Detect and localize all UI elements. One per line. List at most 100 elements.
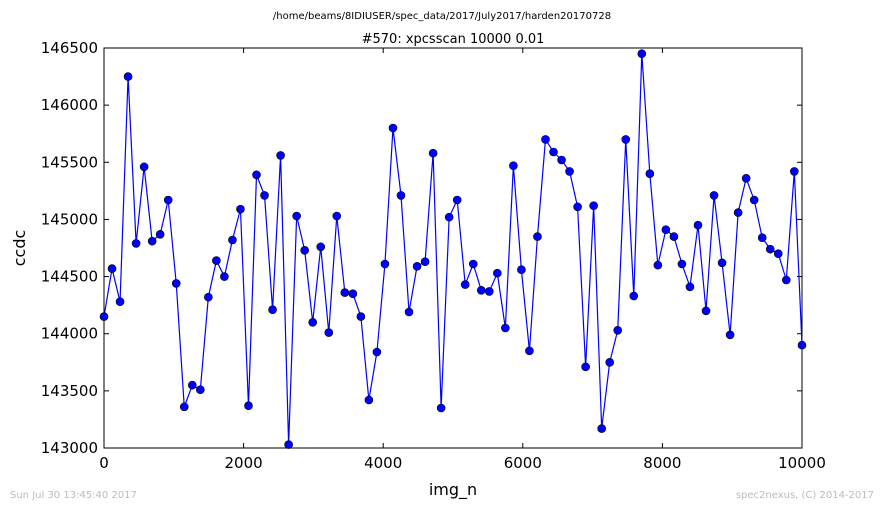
data-point bbox=[308, 317, 318, 327]
x-tick-label: 6000 bbox=[504, 454, 542, 472]
chart-title: #570: xpcsscan 10000 0.01 bbox=[362, 32, 545, 47]
data-point bbox=[340, 288, 350, 297]
data-point bbox=[404, 307, 414, 317]
data-point bbox=[380, 259, 390, 269]
data-point bbox=[163, 195, 173, 205]
x-axis: 0 2000 4000 6000 8000 10000 bbox=[99, 48, 826, 472]
data-point bbox=[348, 289, 358, 299]
data-point bbox=[388, 123, 398, 133]
data-point bbox=[621, 135, 631, 144]
data-point bbox=[212, 256, 221, 265]
data-point bbox=[220, 272, 229, 281]
data-point bbox=[324, 328, 334, 337]
data-point bbox=[669, 232, 679, 241]
data-point bbox=[629, 291, 639, 301]
data-point bbox=[372, 347, 382, 357]
y-tick-label: 146500 bbox=[41, 39, 98, 57]
data-point bbox=[693, 220, 703, 230]
data-point bbox=[244, 401, 253, 411]
data-point bbox=[677, 259, 687, 269]
data-point bbox=[501, 323, 510, 333]
data-point bbox=[717, 258, 727, 268]
y-tick-label: 143500 bbox=[41, 382, 98, 400]
data-point bbox=[428, 148, 438, 158]
data-point bbox=[412, 261, 422, 271]
data-point bbox=[204, 292, 213, 302]
data-point bbox=[316, 242, 326, 252]
y-tick-label: 144500 bbox=[41, 268, 98, 286]
data-point bbox=[260, 191, 269, 200]
data-point bbox=[645, 169, 655, 179]
data-point bbox=[685, 282, 695, 292]
data-point bbox=[533, 232, 542, 241]
series-line-group bbox=[99, 49, 807, 449]
data-point bbox=[268, 305, 277, 315]
data-point bbox=[99, 312, 109, 321]
data-point bbox=[476, 285, 486, 295]
series-line bbox=[103, 53, 803, 445]
y-tick-label: 144000 bbox=[41, 325, 98, 343]
data-point bbox=[147, 236, 157, 246]
y-tick-label: 146000 bbox=[41, 96, 98, 114]
data-point bbox=[565, 167, 574, 176]
y-tick-label: 145000 bbox=[41, 210, 98, 228]
data-point bbox=[549, 147, 558, 157]
data-point bbox=[765, 244, 775, 254]
x-tick-label: 2000 bbox=[225, 454, 263, 472]
data-point bbox=[139, 162, 149, 172]
data-point bbox=[356, 312, 366, 321]
file-path-suptitle: /home/beams/8IDIUSER/spec_data/2017/July… bbox=[273, 11, 611, 22]
data-point bbox=[541, 135, 550, 144]
data-point bbox=[228, 235, 237, 245]
footer-credit: spec2nexus, (C) 2014-2017 bbox=[736, 490, 874, 501]
x-tick-label: 10000 bbox=[778, 454, 826, 472]
data-point bbox=[444, 212, 454, 222]
data-point bbox=[749, 195, 759, 205]
data-point bbox=[797, 340, 807, 350]
data-point bbox=[468, 259, 478, 269]
data-point bbox=[581, 362, 590, 372]
data-point bbox=[781, 275, 791, 285]
data-point bbox=[332, 211, 342, 221]
data-point bbox=[701, 306, 711, 316]
data-point bbox=[709, 191, 719, 200]
data-point bbox=[573, 202, 582, 212]
data-point bbox=[773, 249, 783, 259]
data-point bbox=[171, 279, 181, 288]
data-point bbox=[653, 260, 663, 270]
y-tick-label: 143000 bbox=[41, 439, 98, 457]
data-point bbox=[733, 208, 743, 217]
data-point bbox=[300, 245, 309, 255]
data-point bbox=[460, 280, 470, 289]
data-point bbox=[741, 173, 751, 183]
y-tick-label: 145500 bbox=[41, 153, 98, 171]
data-point bbox=[525, 346, 534, 356]
data-point bbox=[364, 395, 374, 405]
data-point bbox=[196, 385, 205, 395]
data-point bbox=[517, 265, 526, 275]
data-point bbox=[276, 151, 285, 160]
data-point bbox=[613, 325, 623, 335]
x-axis-label: img_n bbox=[429, 480, 477, 500]
data-point bbox=[252, 170, 261, 180]
data-point bbox=[187, 380, 197, 390]
data-point bbox=[115, 297, 125, 307]
x-tick-label: 0 bbox=[99, 454, 109, 472]
data-point bbox=[790, 167, 799, 176]
data-point bbox=[725, 330, 735, 340]
data-point bbox=[589, 201, 598, 211]
data-point bbox=[757, 233, 767, 243]
data-point bbox=[605, 357, 615, 367]
data-point bbox=[509, 161, 518, 171]
data-point bbox=[107, 264, 117, 273]
y-axis-label: ccdc bbox=[10, 230, 29, 267]
data-point bbox=[155, 229, 165, 239]
data-point bbox=[236, 204, 245, 214]
data-point bbox=[420, 257, 430, 267]
data-point bbox=[452, 195, 462, 205]
data-point bbox=[179, 402, 189, 412]
x-tick-label: 4000 bbox=[364, 454, 402, 472]
x-tick-label: 8000 bbox=[643, 454, 681, 472]
data-point bbox=[597, 424, 606, 433]
